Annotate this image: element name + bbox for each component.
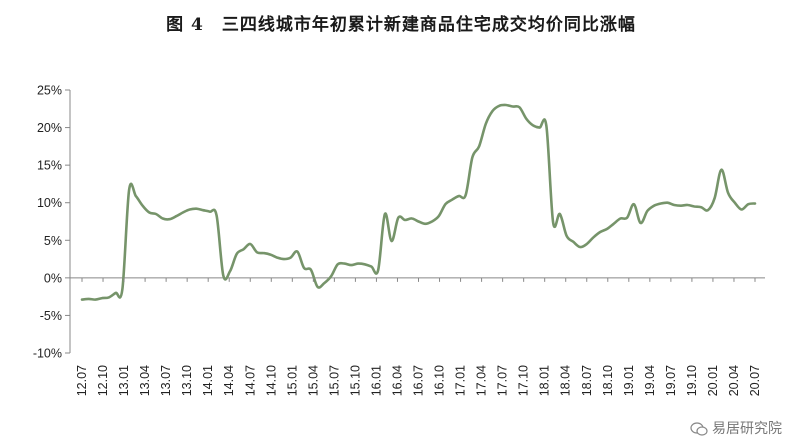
watermark: 易居研究院 — [690, 418, 782, 438]
x-tick-label: 19.01 — [622, 365, 636, 396]
x-tick-label: 15.01 — [285, 365, 299, 396]
x-tick-label: 17.01 — [454, 365, 468, 396]
watermark-text: 易居研究院 — [712, 421, 782, 437]
x-tick-label: 14.04 — [222, 365, 236, 396]
x-axis-ticks: 12.07 12.10 13.01 13.04 13.07 13.10 14.01 14.04… — [75, 277, 762, 396]
x-tick-label: 12.10 — [96, 365, 110, 396]
x-tick-label: 15.07 — [327, 365, 341, 396]
x-tick-label: 16.01 — [369, 365, 383, 396]
x-tick-label: 14.01 — [201, 365, 215, 396]
y-axis-ticks: -10% -5% 0% 5% 10% 15% 20% 25% — [33, 84, 70, 361]
x-tick-label: 13.10 — [180, 365, 194, 396]
x-tick-label: 19.04 — [643, 365, 657, 396]
x-tick-label: 13.07 — [159, 365, 173, 396]
x-tick-label: 14.10 — [264, 365, 278, 396]
x-tick-label: 17.10 — [517, 365, 531, 396]
x-tick-label: 18.01 — [538, 365, 552, 396]
x-tick-label: 13.04 — [138, 365, 152, 396]
y-tick-label: 5% — [44, 234, 62, 248]
x-tick-label: 16.10 — [433, 365, 447, 396]
x-tick-label: 17.07 — [496, 365, 510, 396]
y-tick-label: -10% — [33, 347, 62, 361]
x-tick-label: 20.04 — [727, 365, 741, 396]
y-tick-label: 10% — [37, 196, 62, 210]
y-tick-label: -5% — [40, 309, 62, 323]
x-tick-label: 12.07 — [75, 365, 89, 396]
x-tick-label: 19.10 — [685, 365, 699, 396]
y-tick-label: 15% — [37, 159, 62, 173]
x-tick-label: 19.07 — [664, 365, 678, 396]
x-tick-label: 14.07 — [243, 365, 257, 396]
y-tick-label: 20% — [37, 121, 62, 135]
series-group — [80, 103, 757, 301]
x-tick-label: 15.04 — [306, 365, 320, 396]
y-tick-label: 25% — [37, 84, 62, 98]
x-tick-label: 13.01 — [117, 365, 131, 396]
series-line — [80, 103, 757, 301]
x-tick-label: 20.07 — [748, 365, 762, 396]
x-tick-label: 17.04 — [475, 365, 489, 396]
wechat-icon — [690, 422, 708, 436]
x-tick-label: 16.07 — [412, 365, 426, 396]
chart-title: 图 4 三四线城市年初累计新建商品住宅成交均价同比涨幅 — [166, 15, 636, 35]
x-tick-label: 16.04 — [390, 365, 404, 396]
axes — [69, 90, 765, 353]
x-tick-label: 15.10 — [348, 365, 362, 396]
x-tick-label: 18.10 — [601, 365, 615, 396]
y-tick-label: 0% — [44, 271, 62, 285]
x-tick-label: 20.01 — [706, 365, 720, 396]
x-tick-label: 18.04 — [559, 365, 573, 396]
x-tick-label: 18.07 — [580, 365, 594, 396]
